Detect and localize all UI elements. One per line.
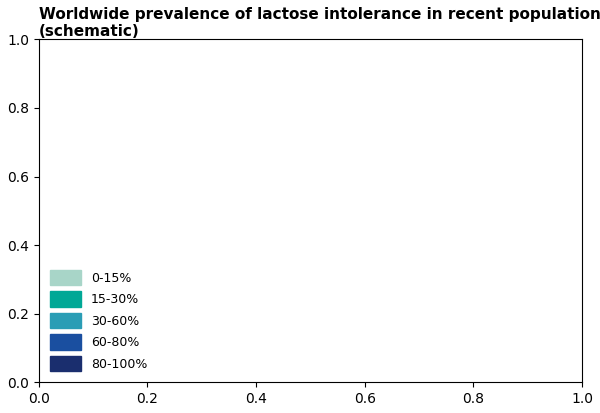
Text: Worldwide prevalence of lactose intolerance in recent populations
(schematic): Worldwide prevalence of lactose intolera… bbox=[38, 7, 600, 39]
Legend: 0-15%, 15-30%, 30-60%, 60-80%, 80-100%: 0-15%, 15-30%, 30-60%, 60-80%, 80-100% bbox=[45, 265, 152, 376]
